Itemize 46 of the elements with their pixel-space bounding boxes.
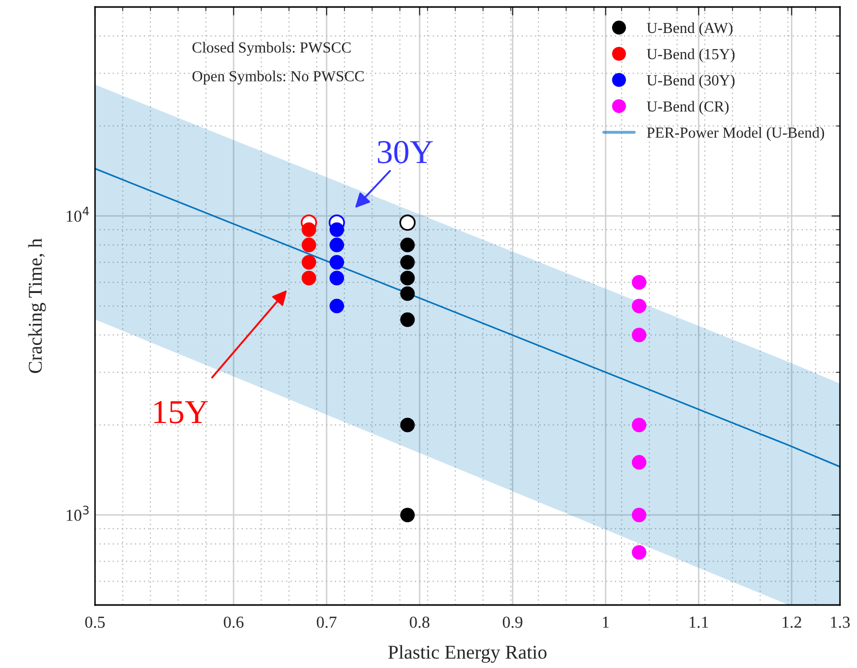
point [330, 222, 344, 237]
point [400, 270, 415, 286]
point [632, 418, 646, 432]
point [632, 545, 646, 560]
legend-label: PER-Power Model (U-Bend) [646, 127, 824, 141]
legend-label: U-Bend (30Y) [646, 74, 735, 89]
annotation: Open Symbols: No PWSCC [192, 70, 364, 85]
point [330, 255, 344, 270]
x-tick-label: 1 [602, 616, 609, 628]
point [330, 298, 344, 314]
point [632, 275, 646, 290]
point [302, 270, 316, 286]
annotation: 30Y [378, 140, 433, 164]
y-axis-title: Cracking Time, h [28, 238, 46, 373]
x-tick-label: 0.7 [316, 616, 337, 628]
x-tick-label: 0.5 [85, 616, 105, 628]
point [632, 328, 646, 342]
x-tick-label: 1.1 [690, 616, 708, 628]
x-tick-label: 0.9 [502, 616, 522, 628]
y-tick-label: 10$^{4}$ [66, 206, 89, 222]
x-tick-label: 0.6 [224, 616, 244, 628]
point [400, 312, 415, 327]
annotation: Closed Symbols: PWSCC [192, 42, 351, 56]
legend-label: U-Bend (15Y) [646, 48, 735, 62]
point [632, 298, 646, 314]
point [399, 214, 416, 231]
point [632, 455, 646, 470]
point [400, 508, 415, 522]
point [302, 222, 316, 237]
point [400, 286, 415, 301]
x-tick-label: 1.3 [831, 616, 850, 628]
point [400, 418, 415, 432]
x-axis-title: Plastic Energy Ratio [388, 645, 547, 663]
point [632, 508, 646, 522]
y-tick-label: 10$^{3}$ [66, 506, 89, 521]
legend-label: U-Bend (AW) [646, 22, 732, 36]
point [400, 238, 415, 252]
x-tick-label: 0.8 [410, 616, 430, 628]
legend-label: U-Bend (CR) [646, 100, 729, 115]
x-tick-label: 1.2 [782, 616, 802, 628]
annotation: 15Y [154, 401, 208, 424]
point [330, 270, 344, 286]
point [330, 238, 344, 252]
point [302, 255, 316, 270]
point [302, 238, 316, 252]
point [400, 255, 415, 270]
